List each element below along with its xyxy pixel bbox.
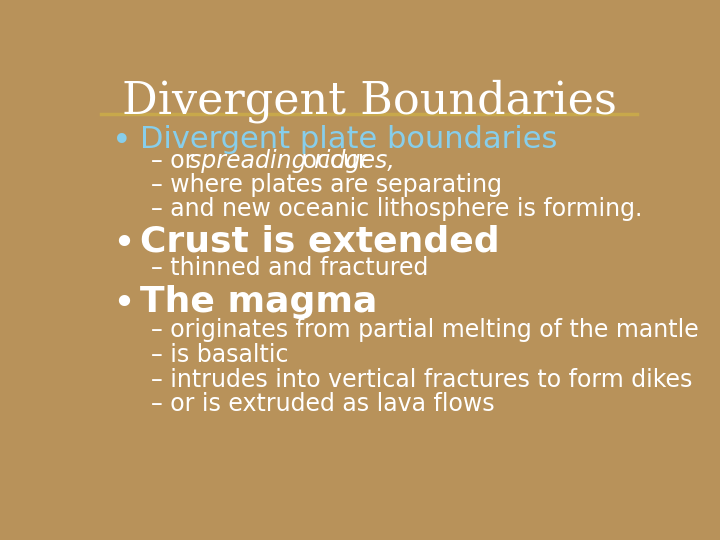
Text: •: •	[112, 285, 135, 323]
Text: – thinned and fractured: – thinned and fractured	[151, 256, 428, 280]
Text: – and new oceanic lithosphere is forming.: – and new oceanic lithosphere is forming…	[151, 198, 643, 221]
Text: Divergent plate boundaries: Divergent plate boundaries	[140, 125, 557, 154]
Text: occur: occur	[295, 149, 368, 173]
Text: – is basaltic: – is basaltic	[151, 342, 289, 367]
Text: – or is extruded as lava flows: – or is extruded as lava flows	[151, 393, 495, 416]
Text: – where plates are separating: – where plates are separating	[151, 173, 503, 197]
Text: •: •	[112, 225, 135, 263]
Text: – or: – or	[151, 149, 202, 173]
Text: Crust is extended: Crust is extended	[140, 225, 500, 259]
Text: Divergent Boundaries: Divergent Boundaries	[122, 79, 616, 123]
Text: •: •	[112, 125, 132, 158]
Text: The magma: The magma	[140, 285, 377, 319]
Text: – originates from partial melting of the mantle: – originates from partial melting of the…	[151, 318, 699, 342]
Text: – intrudes into vertical fractures to form dikes: – intrudes into vertical fractures to fo…	[151, 368, 693, 392]
Text: spreading ridges,: spreading ridges,	[189, 149, 395, 173]
